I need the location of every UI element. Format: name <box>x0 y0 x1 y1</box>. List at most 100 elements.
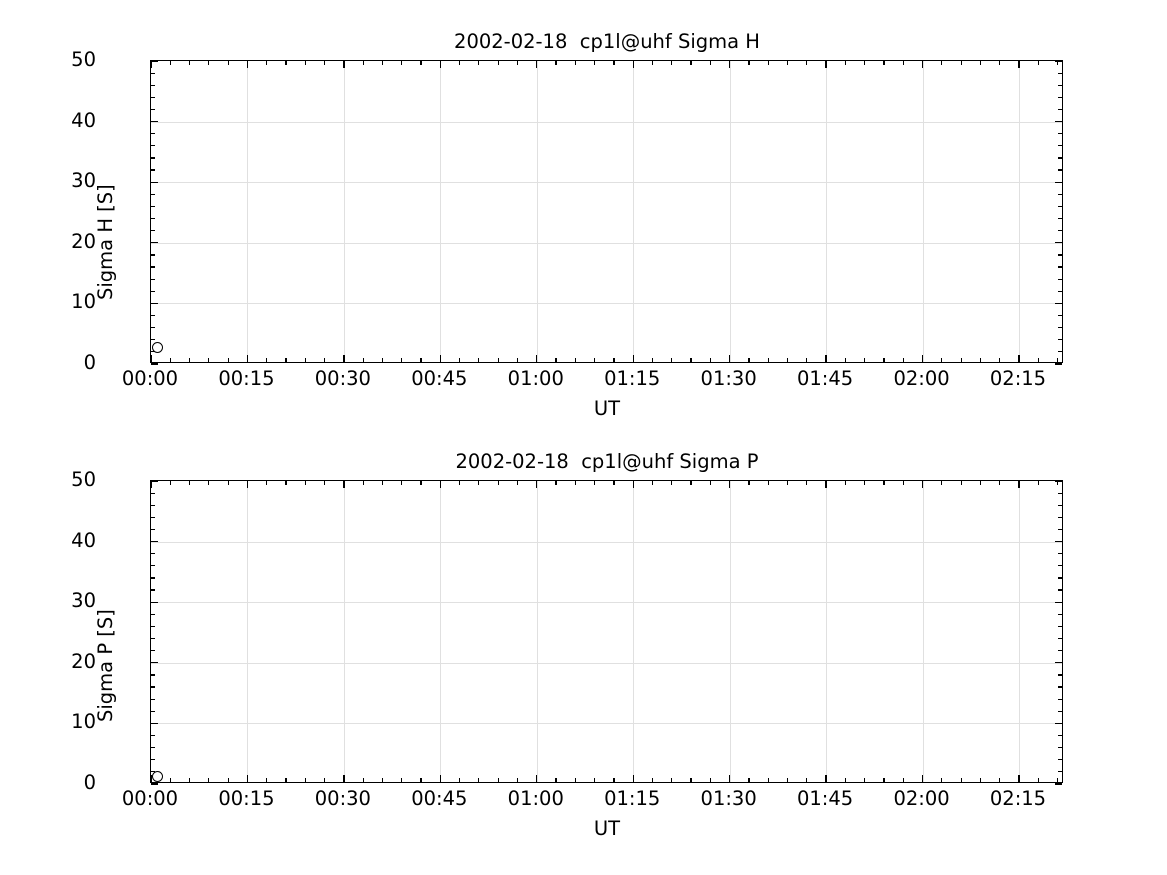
x-axis-tick-major <box>343 481 345 488</box>
x-axis-tick-major <box>439 61 442 68</box>
x-axis-tick-minor <box>478 358 480 362</box>
x-axis-tick-label: 01:00 <box>507 367 564 390</box>
x-axis-tick-minor <box>748 61 750 65</box>
x-axis-tick-major <box>439 481 442 488</box>
x-axis-tick-label: 01:15 <box>604 787 661 810</box>
x-axis-label-sigma-p: UT <box>593 817 621 840</box>
y-axis-tick-major <box>151 783 158 785</box>
x-axis-tick-major <box>150 355 152 362</box>
x-axis-tick-minor <box>999 481 1001 485</box>
x-axis-tick-major <box>728 61 731 68</box>
x-axis-tick-label: 00:00 <box>121 787 179 810</box>
y-axis-tick-minor <box>151 698 155 700</box>
y-axis-tick-minor <box>151 504 155 506</box>
x-axis-tick-minor <box>323 481 326 485</box>
x-axis-tick-minor <box>266 358 268 362</box>
x-axis-tick-minor <box>960 778 962 782</box>
y-axis-tick-minor <box>1058 133 1062 135</box>
x-axis-tick-minor <box>709 61 711 65</box>
x-axis-tick-minor <box>362 61 364 65</box>
y-gridline <box>151 723 1062 725</box>
y-axis-tick-major <box>151 302 158 305</box>
x-axis-tick-major <box>343 355 345 362</box>
y-axis-tick-minor <box>151 290 155 292</box>
y-axis-tick-major <box>1055 242 1062 244</box>
x-axis-tick-label: 02:00 <box>893 787 950 810</box>
plot-area-sigma-p <box>150 480 1063 785</box>
y-gridline <box>151 303 1062 305</box>
x-axis-tick-minor <box>555 61 557 65</box>
x-axis-tick-major <box>246 61 249 68</box>
y-axis-tick-minor <box>1058 710 1062 712</box>
x-axis-tick-major <box>1018 355 1020 362</box>
x-axis-tick-minor <box>767 481 769 485</box>
x-axis-tick-minor <box>902 481 904 485</box>
y-gridline <box>151 602 1062 604</box>
y-gridline <box>151 182 1062 184</box>
y-axis-tick-minor <box>151 278 155 280</box>
y-axis-tick-major <box>151 480 158 482</box>
x-axis-tick-minor <box>285 61 287 65</box>
y-axis-tick-major <box>1055 783 1062 785</box>
x-axis-tick-minor <box>1037 778 1039 782</box>
x-gridline <box>1018 481 1020 782</box>
x-axis-tick-minor <box>362 358 364 362</box>
x-axis-tick-label: 01:45 <box>796 787 854 810</box>
x-axis-tick-major <box>536 61 538 68</box>
x-axis-tick-minor <box>574 358 576 362</box>
x-axis-tick-minor <box>420 481 422 485</box>
y-axis-tick-minor <box>151 516 155 518</box>
x-gridline <box>633 481 635 782</box>
x-axis-tick-minor <box>960 481 962 485</box>
y-axis-tick-minor <box>1058 504 1062 506</box>
x-axis-tick-minor <box>574 778 576 782</box>
x-axis-tick-minor <box>420 358 422 362</box>
y-axis-tick-minor <box>151 553 155 555</box>
y-axis-tick-label: 30 <box>71 589 96 613</box>
y-gridline <box>151 541 1062 543</box>
x-axis-tick-minor <box>979 778 981 782</box>
x-axis-tick-minor <box>266 61 268 65</box>
y-axis-tick-minor <box>1058 290 1062 292</box>
x-axis-tick-minor <box>304 778 306 782</box>
y-axis-tick-label: 30 <box>71 169 96 193</box>
x-axis-tick-label: 02:00 <box>893 367 950 390</box>
x-axis-tick-minor <box>304 481 306 485</box>
x-gridline <box>729 61 731 362</box>
x-axis-tick-minor <box>709 778 711 782</box>
x-axis-tick-minor <box>613 61 615 65</box>
x-gridline <box>922 481 924 782</box>
x-axis-tick-minor <box>690 481 692 485</box>
x-axis-tick-minor <box>208 358 210 362</box>
x-axis-tick-minor <box>362 778 364 782</box>
x-axis-tick-minor <box>266 481 268 485</box>
x-axis-tick-minor <box>902 358 904 362</box>
x-axis-tick-label: 01:00 <box>507 787 564 810</box>
y-axis-tick-minor <box>151 217 155 220</box>
y-axis-tick-minor <box>1058 613 1062 615</box>
x-axis-tick-minor <box>864 481 866 485</box>
x-gridline <box>826 481 828 782</box>
y-axis-tick-minor <box>151 266 155 268</box>
x-axis-tick-major <box>439 775 442 782</box>
y-axis-tick-major <box>151 60 158 62</box>
x-axis-tick-major <box>246 355 249 362</box>
y-axis-tick-label: 40 <box>71 528 96 552</box>
y-axis-tick-minor <box>1058 734 1062 737</box>
x-axis-tick-minor <box>208 61 210 65</box>
y-axis-tick-major <box>1055 120 1062 123</box>
y-axis-tick-minor <box>1058 84 1062 86</box>
x-axis-tick-minor <box>844 778 846 782</box>
x-axis-tick-minor <box>516 778 519 782</box>
x-axis-tick-minor <box>748 358 750 362</box>
x-axis-tick-minor <box>941 778 943 782</box>
x-axis-tick-minor <box>651 358 654 362</box>
x-axis-tick-minor <box>690 358 692 362</box>
x-axis-tick-major <box>728 355 731 362</box>
x-axis-tick-minor <box>304 61 306 65</box>
y-axis-tick-minor <box>1058 108 1062 111</box>
x-axis-tick-label: 02:15 <box>989 787 1047 810</box>
y-axis-tick-minor <box>1058 72 1062 74</box>
y-axis-tick-minor <box>151 589 155 591</box>
plot-area-sigma-h <box>150 60 1063 365</box>
